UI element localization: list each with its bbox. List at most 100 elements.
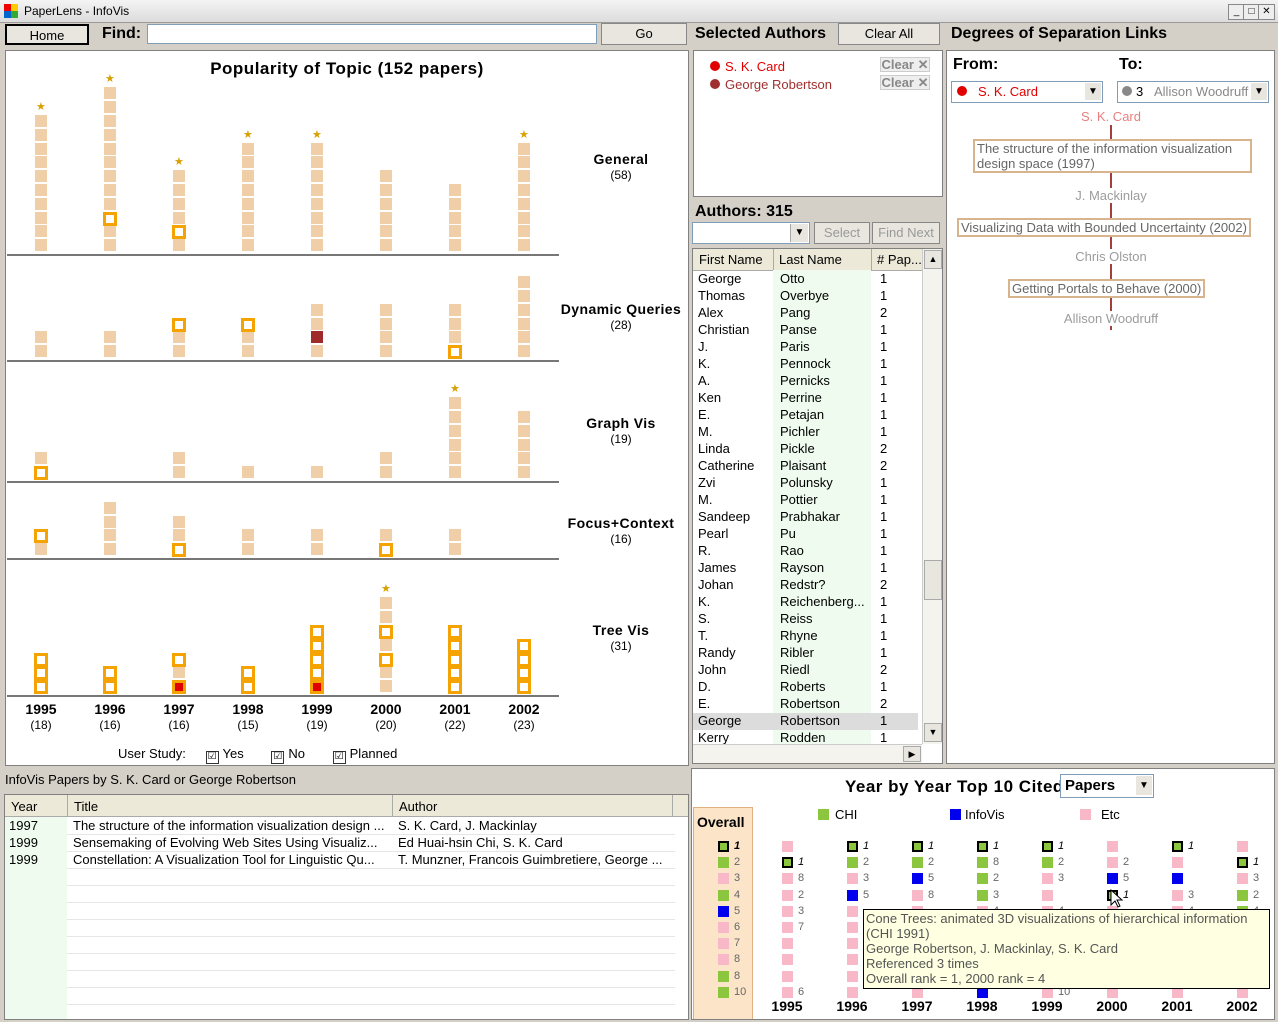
checkbox-planned[interactable]: ☑ — [332, 751, 346, 764]
rank-square[interactable] — [782, 922, 793, 933]
paper-cell[interactable] — [380, 184, 392, 196]
author-row[interactable]: M. Pottier 1 — [693, 492, 918, 509]
authors-scrollbar[interactable]: ▲ ▼ — [922, 249, 942, 744]
paper-cell[interactable] — [379, 652, 393, 667]
paper-cell[interactable] — [380, 666, 392, 679]
paper-cell[interactable] — [172, 652, 186, 667]
column-year[interactable]: Year — [11, 799, 38, 814]
paper-cell[interactable] — [35, 452, 47, 465]
paper-cell[interactable] — [34, 466, 48, 481]
rank-square[interactable] — [847, 889, 858, 901]
scroll-down-icon[interactable]: ▼ — [924, 723, 942, 742]
paper-cell[interactable] — [449, 317, 461, 330]
paper-cell[interactable] — [518, 239, 530, 252]
chevron-down-icon[interactable]: ▼ — [1251, 83, 1267, 100]
paper-cell[interactable] — [449, 303, 461, 316]
top10-year-label[interactable]: 1997 — [901, 998, 933, 1014]
paper-row[interactable] — [5, 868, 675, 886]
separation-paper[interactable]: The structure of the information visuali… — [973, 139, 1252, 173]
paper-cell[interactable] — [449, 331, 461, 344]
paper-cell[interactable] — [380, 211, 392, 224]
top10-year-label[interactable]: 1999 — [1031, 998, 1063, 1014]
paper-cell[interactable] — [311, 225, 323, 238]
paper-cell[interactable] — [173, 331, 185, 344]
paper-cell[interactable] — [104, 529, 116, 542]
paper-cell[interactable] — [104, 515, 116, 528]
paper-cell[interactable] — [35, 184, 47, 196]
home-button[interactable]: Home — [5, 24, 89, 45]
paper-cell[interactable] — [449, 239, 461, 252]
year-label[interactable]: 2000 — [370, 701, 402, 717]
paper-row[interactable] — [5, 953, 675, 971]
paper-cell[interactable] — [518, 317, 530, 330]
paper-cell[interactable] — [104, 331, 116, 344]
chevron-down-icon[interactable]: ▼ — [790, 224, 808, 242]
paper-cell[interactable] — [311, 317, 323, 330]
author-row[interactable]: Johan Redstr? 2 — [693, 577, 918, 594]
rank-square[interactable] — [977, 889, 988, 901]
paper-cell[interactable] — [173, 170, 185, 183]
rank-square[interactable] — [782, 970, 793, 982]
author-row[interactable]: Christian Panse 1 — [693, 322, 918, 339]
rank-square[interactable] — [847, 857, 858, 869]
year-label[interactable]: 2002 — [508, 701, 540, 717]
scroll-up-icon[interactable]: ▲ — [924, 250, 942, 269]
paper-cell[interactable] — [448, 625, 462, 639]
rank-square[interactable] — [782, 986, 793, 998]
paper-cell[interactable] — [517, 666, 531, 681]
author-row[interactable]: Zvi Polunsky 1 — [693, 475, 918, 492]
rank-square[interactable] — [977, 986, 988, 998]
paper-cell[interactable] — [242, 529, 254, 542]
author-row[interactable]: Pearl Pu 1 — [693, 526, 918, 543]
paper-cell[interactable] — [241, 680, 255, 695]
author-row[interactable]: S. Reiss 1 — [693, 611, 918, 628]
paper-row[interactable] — [5, 1004, 675, 1019]
column-author[interactable]: Author — [399, 799, 438, 814]
paper-cell[interactable] — [310, 680, 324, 695]
paper-cell[interactable] — [35, 170, 47, 183]
rank-square[interactable] — [847, 954, 858, 966]
paper-cell[interactable] — [380, 317, 392, 330]
overall-rank-square[interactable] — [718, 986, 729, 998]
rank-square[interactable] — [1237, 986, 1248, 998]
paper-cell[interactable] — [34, 666, 48, 681]
top10-type-dropdown[interactable]: Papers ▼ — [1060, 774, 1154, 798]
paper-cell[interactable] — [241, 666, 255, 681]
paper-cell[interactable] — [380, 611, 392, 624]
overall-rank-square[interactable] — [718, 841, 729, 852]
top10-year-label[interactable]: 2002 — [1226, 998, 1258, 1014]
paper-cell[interactable] — [518, 225, 530, 238]
paper-cell[interactable] — [311, 170, 323, 183]
paper-cell[interactable] — [35, 115, 47, 127]
paper-cell[interactable] — [104, 543, 116, 556]
paper-cell[interactable] — [173, 529, 185, 542]
paper-cell[interactable] — [35, 239, 47, 252]
chevron-down-icon[interactable]: ▼ — [1085, 83, 1101, 100]
column-last-name[interactable]: Last Name — [779, 252, 842, 267]
paper-cell[interactable] — [172, 680, 186, 695]
paper-cell[interactable] — [448, 680, 462, 695]
author-row[interactable]: Ken Perrine 1 — [693, 390, 918, 407]
year-label[interactable]: 1996 — [94, 701, 126, 717]
selected-author-item[interactable]: S. K. Card — [710, 59, 785, 74]
paper-cell[interactable] — [448, 638, 462, 653]
rank-square[interactable] — [847, 905, 858, 917]
overall-rank-square[interactable] — [718, 954, 729, 966]
category-label[interactable]: Graph Vis — [586, 415, 656, 431]
author-row[interactable]: J. Paris 1 — [693, 339, 918, 356]
rank-square[interactable] — [912, 889, 923, 901]
author-row[interactable]: D. Roberts 1 — [693, 679, 918, 696]
category-label[interactable]: Focus+Context — [567, 515, 675, 531]
paper-cell[interactable] — [380, 303, 392, 316]
rank-square[interactable] — [1237, 841, 1248, 852]
category-label[interactable]: Tree Vis — [592, 622, 650, 638]
year-label[interactable]: 1997 — [163, 701, 195, 717]
rank-square[interactable] — [1107, 841, 1118, 852]
find-input[interactable] — [147, 24, 597, 44]
rank-square[interactable] — [1237, 873, 1248, 885]
paper-row[interactable] — [5, 885, 675, 903]
paper-cell[interactable] — [242, 184, 254, 196]
paper-cell[interactable] — [379, 543, 393, 558]
paper-cell[interactable] — [173, 452, 185, 465]
rank-square[interactable] — [1107, 873, 1118, 885]
